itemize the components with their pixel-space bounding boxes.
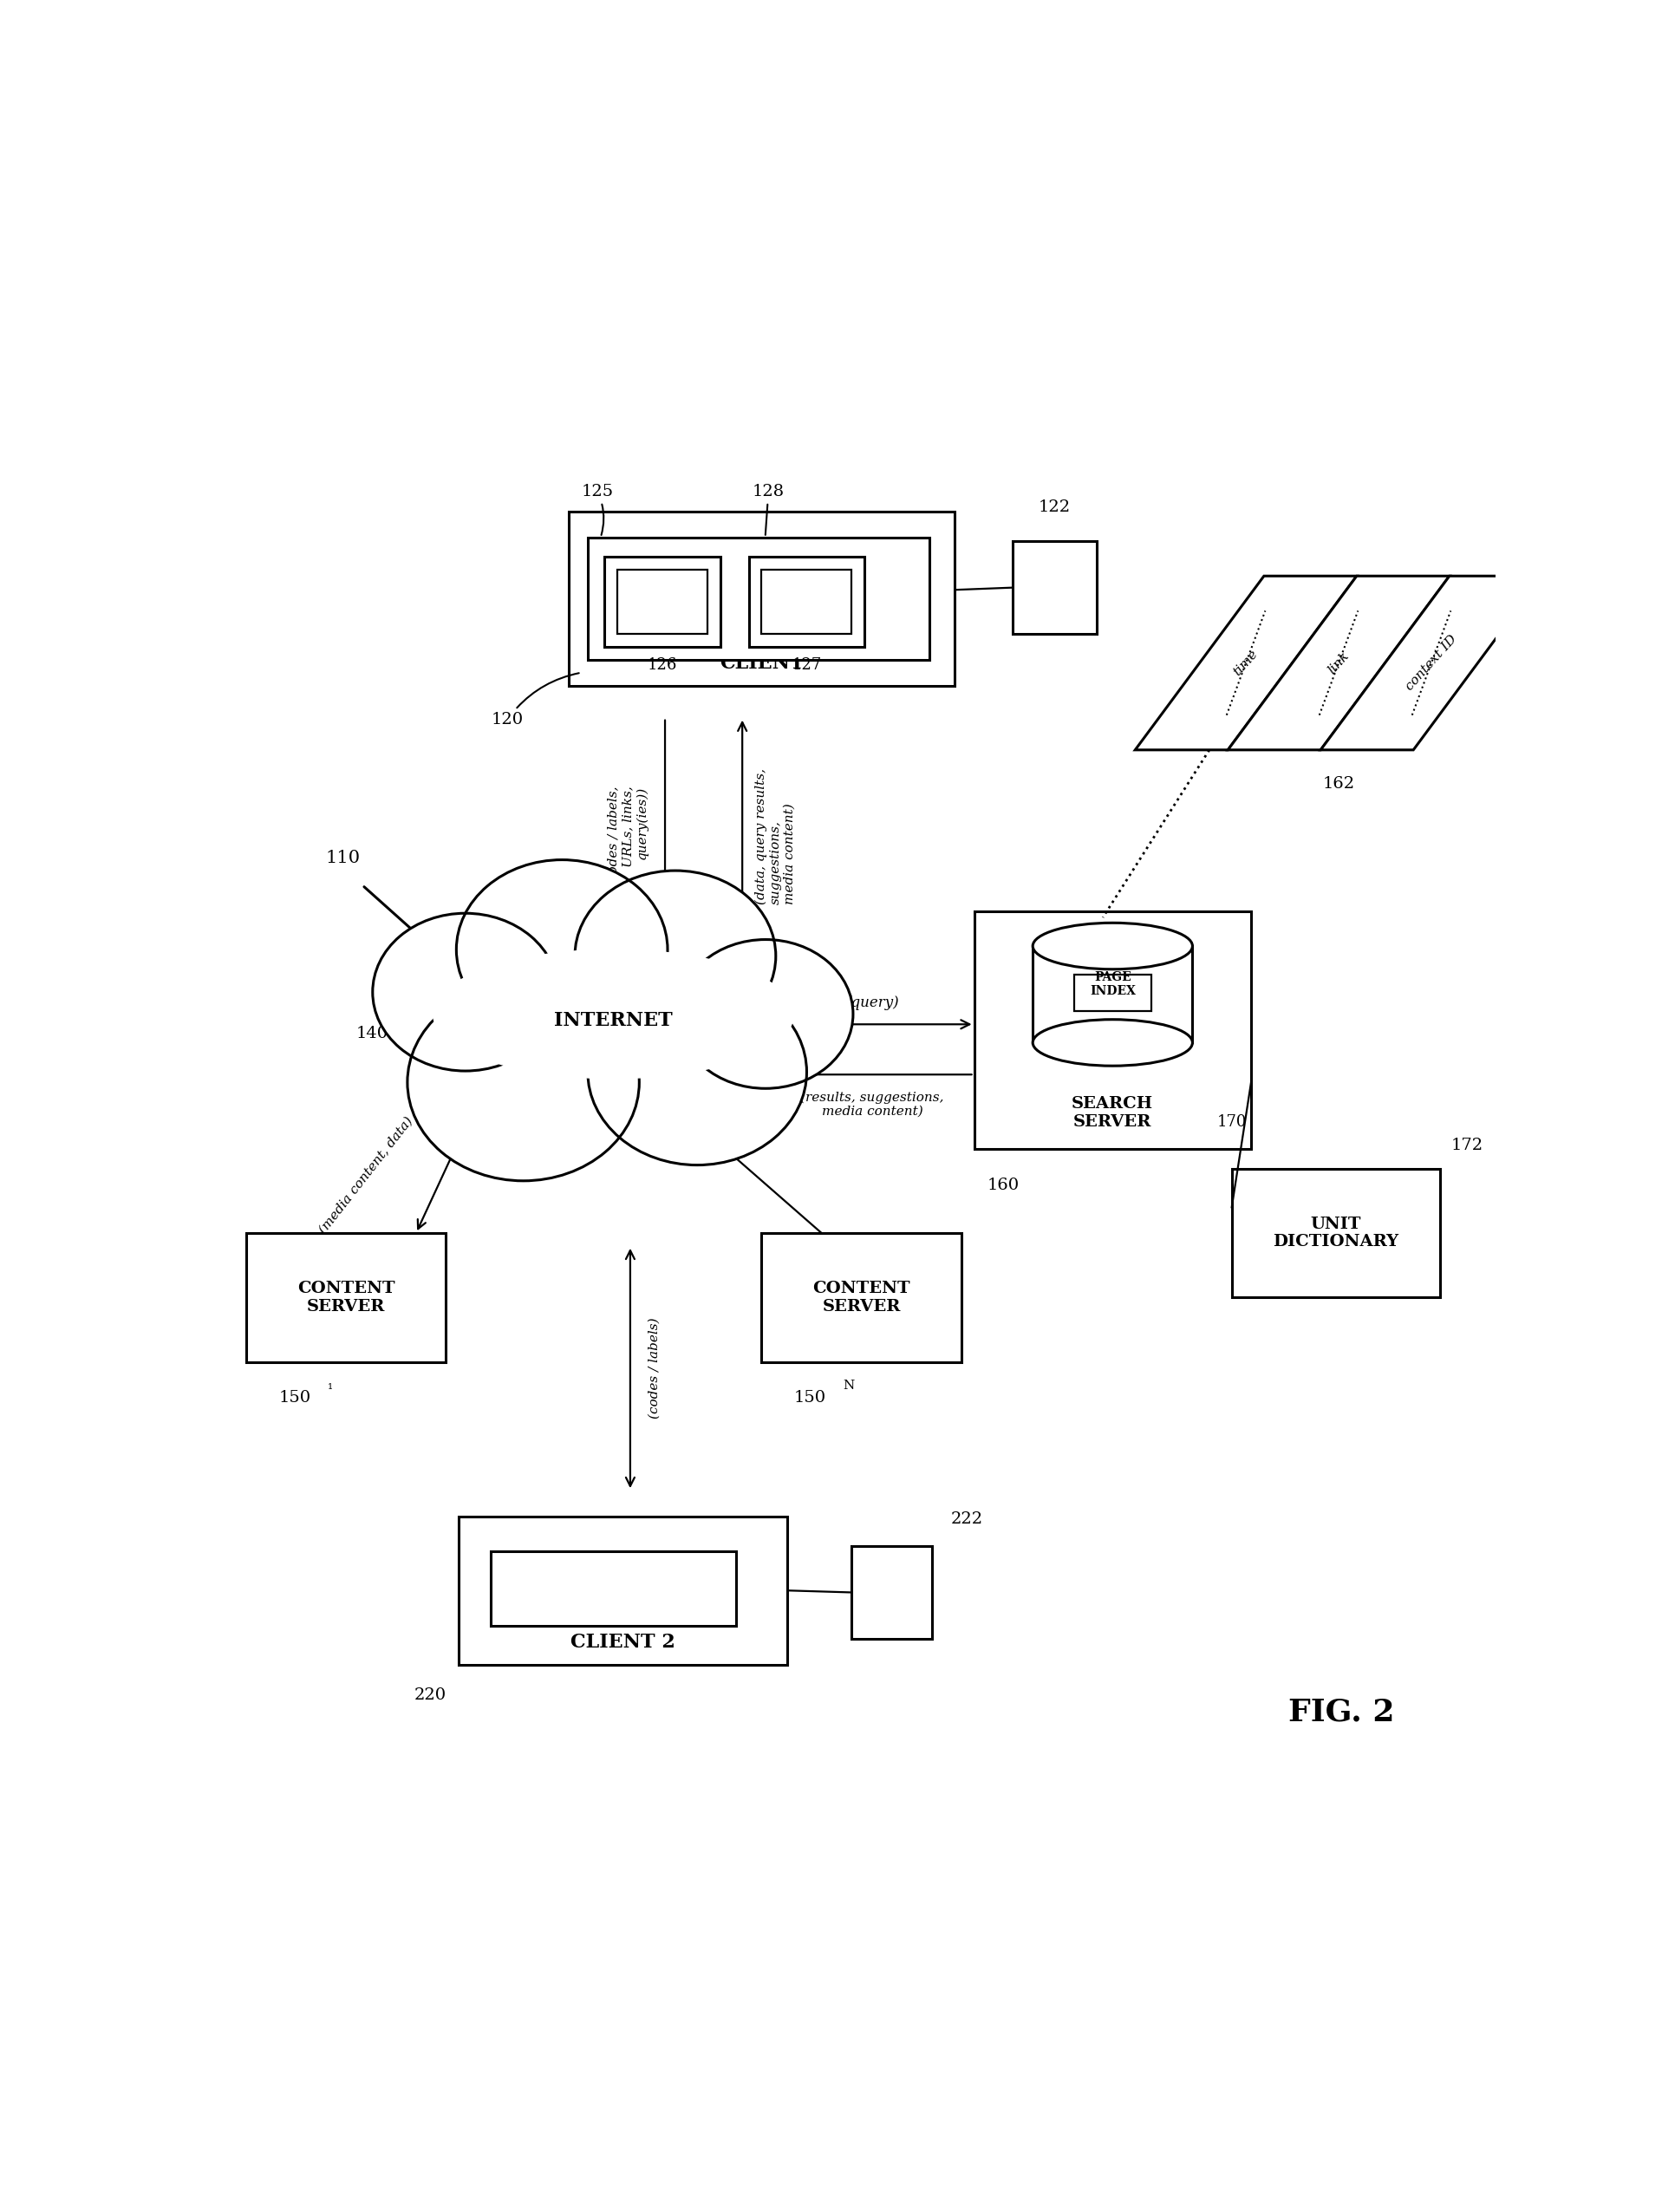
Text: 110: 110 [326,849,361,865]
Text: PAGE
INDEX: PAGE INDEX [1090,971,1135,998]
Text: 122: 122 [1039,500,1070,515]
Text: CONTENT
SERVER: CONTENT SERVER [297,1281,396,1314]
Ellipse shape [372,914,558,1071]
Bar [761,568,853,635]
Text: 170: 170 [1217,1115,1246,1130]
Text: (codes / labels): (codes / labels) [648,1318,660,1418]
Text: 127: 127 [791,657,821,672]
Text: (data, query results,
suggestions,
media content): (data, query results, suggestions, media… [755,768,796,905]
Bar [605,557,720,646]
Bar [748,557,864,646]
Text: (results, suggestions,
media content): (results, suggestions, media content) [801,1091,944,1117]
Bar [246,1232,445,1363]
Text: 126: 126 [648,657,678,672]
Text: UNIT
DICTIONARY: UNIT DICTIONARY [1273,1217,1399,1250]
Bar [568,511,956,686]
Ellipse shape [1032,922,1192,969]
Ellipse shape [678,940,853,1088]
Ellipse shape [1032,1020,1192,1066]
Bar [853,1546,932,1639]
Text: SEARCH
SERVER: SEARCH SERVER [1072,1097,1153,1130]
Text: 150: 150 [279,1389,311,1407]
Text: 150: 150 [794,1389,826,1407]
Text: INTERNET: INTERNET [553,1011,673,1031]
Text: 140: 140 [356,1026,387,1042]
Ellipse shape [588,980,806,1166]
Bar [588,538,929,659]
Text: (codes / labels,
URLs, links,
query(ies)): (codes / labels, URLs, links, query(ies)… [608,785,648,887]
Text: 160: 160 [987,1177,1019,1192]
Polygon shape [1321,575,1542,750]
Polygon shape [1135,575,1356,750]
Bar [1074,975,1152,1011]
Text: FIG. 2: FIG. 2 [1288,1697,1394,1728]
Bar [1032,947,1192,1042]
Text: (media content, data): (media content, data) [317,1115,416,1237]
Text: time: time [1232,648,1260,679]
Bar [1012,542,1097,635]
Ellipse shape [465,914,761,1166]
Text: (query): (query) [846,995,899,1011]
Text: 128: 128 [753,484,784,535]
Text: CLIENT: CLIENT [720,653,804,672]
Bar [761,1232,961,1363]
Text: 222: 222 [951,1511,984,1526]
Text: CONTENT
SERVER: CONTENT SERVER [813,1281,911,1314]
Ellipse shape [434,949,794,1079]
Bar [617,568,708,635]
Bar [492,1551,736,1626]
Text: 120: 120 [492,672,578,728]
Bar [459,1517,788,1666]
Text: N: N [843,1380,854,1391]
Text: 125: 125 [582,484,613,535]
Ellipse shape [407,984,640,1181]
Ellipse shape [457,860,668,1040]
Polygon shape [1228,575,1449,750]
Text: 220: 220 [414,1688,445,1703]
Text: link: link [1326,650,1351,677]
Ellipse shape [575,872,776,1042]
Text: context ID: context ID [1403,633,1459,692]
Bar [1232,1168,1441,1298]
Text: ₁: ₁ [327,1380,332,1391]
Text: 162: 162 [1323,776,1355,792]
Bar [974,911,1251,1150]
Text: 172: 172 [1451,1137,1483,1152]
Text: CLIENT 2: CLIENT 2 [570,1632,675,1652]
